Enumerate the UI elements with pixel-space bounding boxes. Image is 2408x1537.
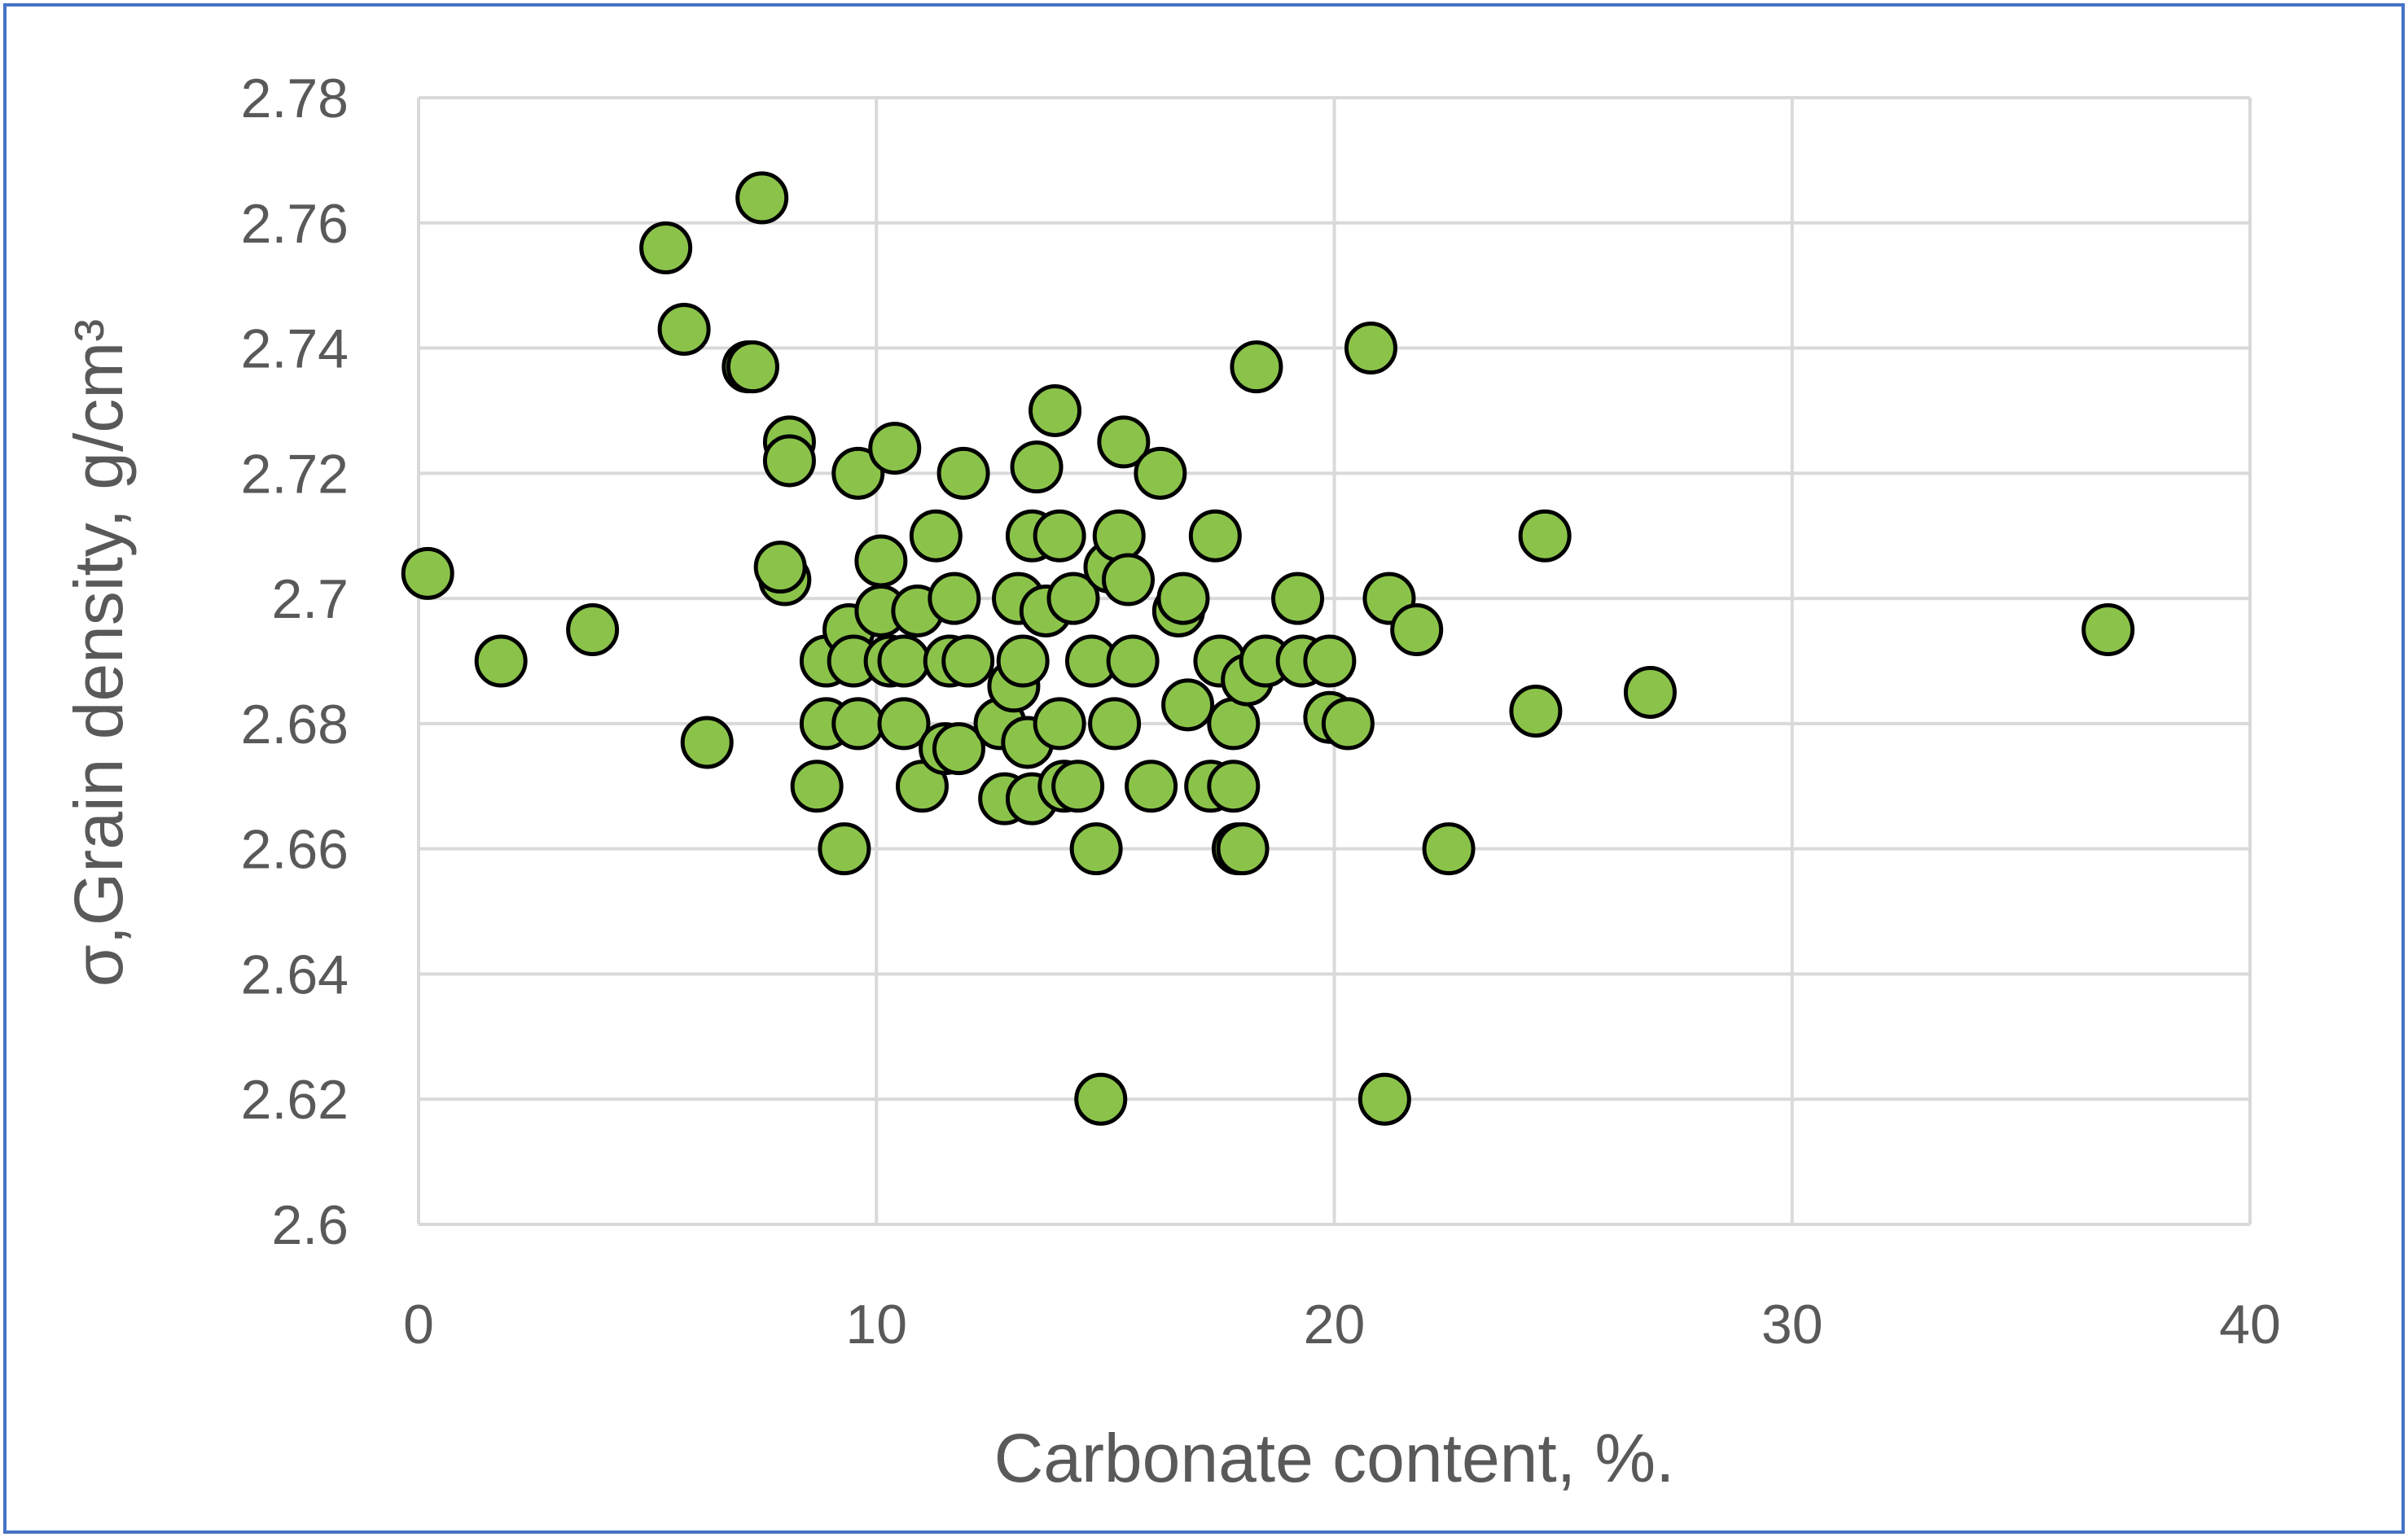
data-point	[1051, 760, 1105, 813]
x-tick-label: 0	[403, 1294, 434, 1355]
y-tick-labels: 2.6 2.62 2.64 2.66 2.68 2.7 2.72 2.74 2.76 2.78	[241, 68, 349, 1256]
data-point	[1230, 340, 1283, 394]
data-point	[818, 822, 871, 876]
data-point	[932, 722, 985, 776]
data-point	[680, 716, 734, 769]
data-point	[1046, 571, 1100, 625]
x-tick-label: 10	[845, 1294, 907, 1355]
data-point	[996, 634, 1050, 688]
data-point	[831, 446, 885, 500]
y-tick-label: 2.64	[241, 944, 349, 1005]
axis-lines	[417, 98, 2250, 1226]
data-point	[868, 422, 922, 475]
y-tick-label: 2.66	[241, 819, 349, 881]
y-tick-label: 2.76	[241, 193, 349, 255]
data-point	[1422, 822, 1476, 876]
data-point	[1156, 571, 1210, 625]
data-point	[753, 541, 807, 594]
y-tick-label: 2.78	[241, 68, 349, 129]
data-point	[1106, 634, 1160, 688]
y-tick-label: 2.7	[271, 568, 349, 630]
data-point	[1207, 760, 1261, 813]
data-point	[657, 302, 711, 356]
data-point	[1029, 383, 1082, 437]
data-point	[401, 546, 454, 600]
x-tick-labels: 0 10 20 30 40	[403, 1294, 2281, 1355]
data-point	[941, 634, 995, 688]
data-point	[639, 221, 693, 275]
data-point	[1518, 509, 1572, 563]
data-point	[735, 171, 789, 225]
data-point	[877, 697, 931, 751]
data-point	[790, 760, 844, 813]
data-point	[1069, 822, 1123, 876]
data-point	[1216, 822, 1270, 876]
data-point	[928, 571, 981, 625]
data-point	[1303, 634, 1357, 688]
data-point	[936, 446, 990, 500]
y-tick-label: 2.6	[271, 1194, 349, 1256]
data-point	[1188, 509, 1242, 563]
x-axis-title: Carbonate content, %.	[994, 1420, 1675, 1496]
data-point	[1033, 509, 1086, 563]
y-tick-label: 2.62	[241, 1069, 349, 1131]
data-point	[1623, 665, 1677, 719]
y-axis-title: σ,Grain density, g/cm³	[60, 319, 137, 987]
data-point	[1101, 553, 1155, 606]
x-tick-label: 30	[1761, 1294, 1823, 1355]
data-point	[1088, 697, 1142, 751]
data-point	[1033, 697, 1086, 751]
data-point	[1509, 685, 1563, 738]
data-point	[1390, 603, 1444, 657]
data-point	[854, 534, 908, 588]
data-point	[877, 634, 931, 688]
data-point	[1097, 415, 1151, 469]
x-tick-label: 20	[1304, 1294, 1366, 1355]
y-tick-label: 2.74	[241, 318, 349, 380]
data-point	[1092, 509, 1146, 563]
chart-frame: 2.6 2.62 2.64 2.66 2.68 2.7 2.72 2.74 2.76 2.78 0…	[3, 3, 2405, 1534]
data-point	[474, 634, 528, 688]
y-tick-label: 2.72	[241, 443, 349, 505]
data-point	[831, 697, 885, 751]
data-point	[1074, 1072, 1128, 1126]
data-point	[1010, 440, 1064, 494]
data-point	[1125, 760, 1178, 813]
data-point	[566, 603, 620, 657]
data-point	[1271, 571, 1325, 625]
scatter-chart: 2.6 2.62 2.64 2.66 2.68 2.7 2.72 2.74 2.76 2.78 0…	[60, 68, 2281, 1496]
data-points	[401, 171, 2135, 1126]
data-point	[2081, 603, 2135, 657]
data-point	[1344, 322, 1397, 375]
y-tick-label: 2.68	[241, 694, 349, 755]
data-point	[1207, 697, 1261, 751]
x-tick-label: 40	[2219, 1294, 2281, 1355]
data-point	[1358, 1072, 1411, 1126]
data-point	[1321, 697, 1375, 751]
data-point	[1134, 446, 1187, 500]
data-point	[1161, 678, 1215, 732]
data-point	[909, 509, 963, 563]
data-point	[762, 434, 816, 488]
data-point	[726, 340, 779, 394]
